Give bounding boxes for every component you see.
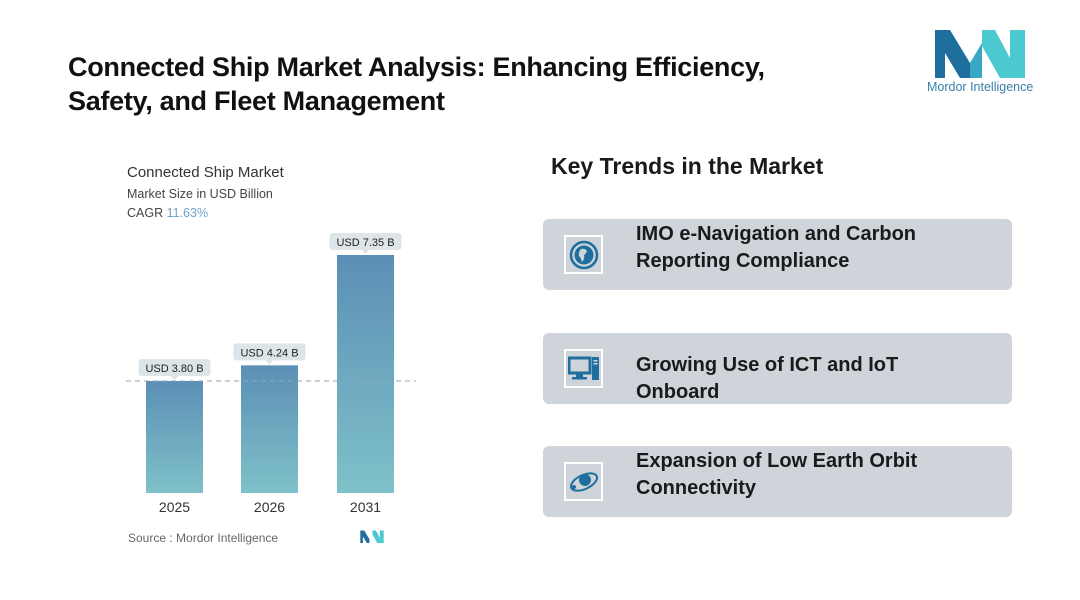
trend-card: Growing Use of ICT and IoT Onboard bbox=[543, 333, 1012, 404]
title-line-2: Safety, and Fleet Management bbox=[68, 86, 445, 116]
trend-line: Reporting Compliance bbox=[636, 250, 850, 272]
trend-line: Onboard bbox=[636, 381, 720, 403]
trend-line: Expansion of Low Earth Orbit bbox=[636, 450, 918, 472]
page-title: Connected Ship Market Analysis: Enhancin… bbox=[68, 50, 868, 118]
data-label-pointer bbox=[361, 249, 370, 254]
title-line-1: Connected Ship Market Analysis: Enhancin… bbox=[68, 52, 765, 82]
cagr-label: CAGR bbox=[127, 206, 164, 220]
trend-card: Expansion of Low Earth Orbit Connectivity bbox=[543, 446, 1012, 517]
chart-title: Connected Ship Market bbox=[127, 164, 284, 181]
x-tick-label: 2031 bbox=[350, 499, 381, 515]
chart-subtitle: Market Size in USD Billion bbox=[127, 187, 273, 201]
orbit-icon bbox=[564, 462, 603, 501]
source-note: Source : Mordor Intelligence bbox=[128, 531, 279, 545]
cagr: CAGR 11.63% bbox=[127, 206, 208, 220]
data-label-pointer bbox=[265, 360, 274, 365]
trend-line: Connectivity bbox=[636, 477, 757, 499]
data-label: USD 7.35 B bbox=[336, 237, 394, 249]
x-tick-label: 2026 bbox=[254, 499, 285, 515]
data-label: USD 3.80 B bbox=[145, 363, 203, 375]
x-tick-label: 2025 bbox=[159, 499, 190, 515]
trend-text: Expansion of Low Earth Orbit Connectivity bbox=[636, 448, 996, 502]
bar-2026 bbox=[241, 365, 298, 493]
source-logo bbox=[360, 530, 384, 543]
data-label-bg bbox=[138, 358, 211, 376]
trend-line: Growing Use of ICT and IoT bbox=[636, 354, 899, 376]
trend-text: Growing Use of ICT and IoT Onboard bbox=[636, 352, 996, 406]
bar-2031 bbox=[337, 254, 394, 493]
bar-2025 bbox=[146, 380, 203, 493]
data-label: USD 4.24 B bbox=[240, 347, 298, 359]
trend-card: IMO e-Navigation and Carbon Reporting Com… bbox=[543, 219, 1012, 290]
cagr-value: 11.63% bbox=[166, 206, 209, 220]
trend-text: IMO e-Navigation and Carbon Reporting Com… bbox=[636, 221, 996, 275]
trend-line: IMO e-Navigation and Carbon bbox=[636, 223, 917, 245]
bar-chart: USD 3.80 B 2025 USD 4.24 B 2026 USD 7.35 B 20… bbox=[126, 232, 416, 515]
data-label-bg bbox=[329, 232, 402, 250]
data-label-pointer bbox=[170, 375, 179, 380]
globe-icon bbox=[564, 235, 603, 274]
trends-title: Key Trends in the Market bbox=[551, 153, 824, 179]
logo-text: Mordor Intelligence bbox=[927, 80, 1034, 94]
data-label-bg bbox=[233, 343, 306, 361]
mordor-logo bbox=[935, 30, 1025, 78]
computer-icon bbox=[564, 349, 603, 388]
